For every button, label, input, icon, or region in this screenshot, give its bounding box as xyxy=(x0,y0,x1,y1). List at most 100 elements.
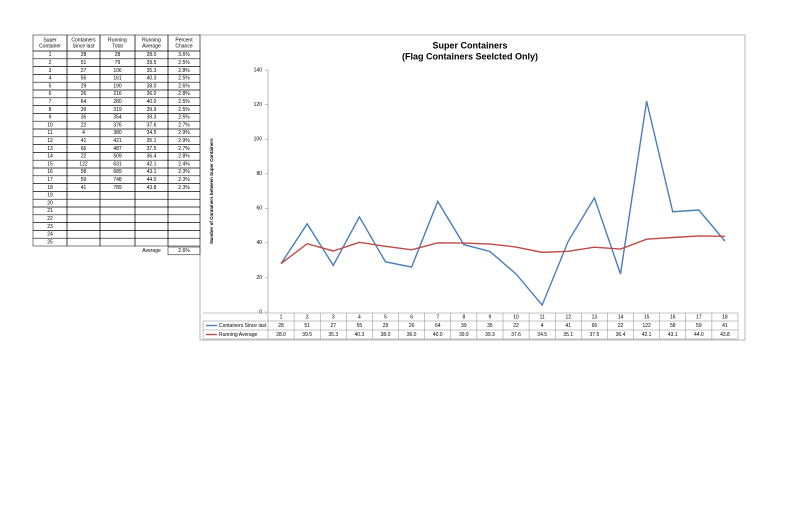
data-label: 59 xyxy=(696,323,702,329)
data-label: 27 xyxy=(330,323,336,329)
cell-text: 15 xyxy=(47,161,53,167)
cell-text: 280 xyxy=(113,99,122,105)
cell-text: 12 xyxy=(47,138,53,144)
cell-text: 22 xyxy=(81,122,87,128)
cell-text: 37.5 xyxy=(147,146,157,152)
header-text: Super Container xyxy=(39,38,61,50)
cell-text: 161 xyxy=(113,76,122,82)
table-cell xyxy=(134,206,169,216)
cell-text: 59 xyxy=(81,177,87,183)
cell-text: 35 xyxy=(81,115,87,121)
cell-text: 2.8% xyxy=(178,68,190,74)
cell-text: 1 xyxy=(49,52,52,58)
x-tick-label: 16 xyxy=(670,314,676,320)
table-cell xyxy=(134,230,169,239)
cell-text: 41 xyxy=(81,138,87,144)
x-tick-label: 1 xyxy=(280,314,283,320)
data-label: 22 xyxy=(513,323,519,329)
data-label: 58 xyxy=(670,323,676,329)
data-label: 40.3 xyxy=(355,332,365,338)
cell-text: 66 xyxy=(81,146,87,152)
cell-text: 2.3% xyxy=(178,169,190,175)
cell-text: 23 xyxy=(47,224,53,230)
average-label: Average xyxy=(142,248,161,254)
data-label: 42.1 xyxy=(642,332,652,338)
y-tick-label: 60 xyxy=(256,206,262,212)
data-label: 28.0 xyxy=(276,332,286,338)
header-text: Containers Since last xyxy=(71,38,96,50)
cell-text: 2.8% xyxy=(178,91,190,97)
data-label: 38.0 xyxy=(381,332,391,338)
data-label: 35 xyxy=(487,323,493,329)
cell-text: 2 xyxy=(49,60,52,66)
table-cell xyxy=(99,237,136,247)
cell-text: 39.9 xyxy=(147,107,157,113)
cell-text: 55 xyxy=(81,76,87,82)
cell-text: 122 xyxy=(79,161,88,167)
table-cell xyxy=(66,222,101,231)
series-line xyxy=(280,100,726,307)
x-tick-label: 7 xyxy=(436,314,439,320)
cell-text: 13 xyxy=(47,146,53,152)
data-label: 22 xyxy=(618,323,624,329)
table-cell xyxy=(167,191,201,200)
cell-text: 380 xyxy=(113,130,122,136)
cell-text: 689 xyxy=(113,169,122,175)
cell-text: 14 xyxy=(47,154,53,160)
data-label: 35.3 xyxy=(328,332,338,338)
data-label: 39.5 xyxy=(302,332,312,338)
cell-text: 28 xyxy=(115,52,121,58)
data-label: 29 xyxy=(383,323,389,329)
cell-text: 8 xyxy=(49,107,52,113)
cell-text: 2.7% xyxy=(178,122,190,128)
cell-text: 2.5% xyxy=(178,60,190,66)
data-label: 51 xyxy=(304,323,310,329)
cell-text: 789 xyxy=(113,185,122,191)
table-cell xyxy=(99,198,136,208)
x-tick-label: 2 xyxy=(306,314,309,320)
cell-text: 10 xyxy=(47,122,53,128)
x-tick-label: 12 xyxy=(565,314,571,320)
header-text: Running Total xyxy=(108,38,127,50)
cell-text: 25 xyxy=(47,239,53,245)
chart-frame xyxy=(199,34,746,341)
cell-text: 51 xyxy=(81,60,87,66)
y-tick-label: 40 xyxy=(256,240,262,246)
cell-text: 216 xyxy=(113,91,122,97)
chart-title: Super Containers xyxy=(432,40,507,50)
data-label: 41 xyxy=(565,323,571,329)
table-cell xyxy=(66,214,101,223)
x-tick-label: 6 xyxy=(410,314,413,320)
cell-text: 421 xyxy=(113,138,122,144)
cell-text: 18 xyxy=(47,185,53,191)
data-label: 4 xyxy=(541,323,544,329)
cell-text: 3 xyxy=(49,68,52,74)
y-tick-label: 80 xyxy=(256,171,262,177)
cell-text: 39 xyxy=(81,107,87,113)
cell-text: 43.8 xyxy=(147,185,157,191)
cell-text: 17 xyxy=(47,177,53,183)
data-label: 37.5 xyxy=(590,332,600,338)
cell-text: 34.5 xyxy=(147,130,157,136)
y-tick-label: 140 xyxy=(254,67,263,73)
table-cell xyxy=(167,198,201,208)
cell-text: 35.3 xyxy=(147,68,157,74)
data-label: 122 xyxy=(642,323,651,329)
table-cell xyxy=(66,237,101,247)
cell-text: 4 xyxy=(49,76,52,82)
cell-text: 5 xyxy=(49,83,52,89)
cell-text: 2.9% xyxy=(178,138,190,144)
cell-text: 42.1 xyxy=(147,161,157,167)
table-cell xyxy=(167,222,201,231)
cell-text: 40.3 xyxy=(147,76,157,82)
chart-subtitle: (Flag Containers Seelcted Only) xyxy=(402,51,538,61)
cell-text: 58 xyxy=(81,169,87,175)
data-label: 66 xyxy=(592,323,598,329)
x-tick-label: 5 xyxy=(384,314,387,320)
data-label: 43.1 xyxy=(668,332,678,338)
series-line xyxy=(280,235,725,265)
cell-text: 2.5% xyxy=(178,107,190,113)
data-label: 26 xyxy=(409,323,415,329)
header-text: Percent Chance xyxy=(175,38,193,50)
